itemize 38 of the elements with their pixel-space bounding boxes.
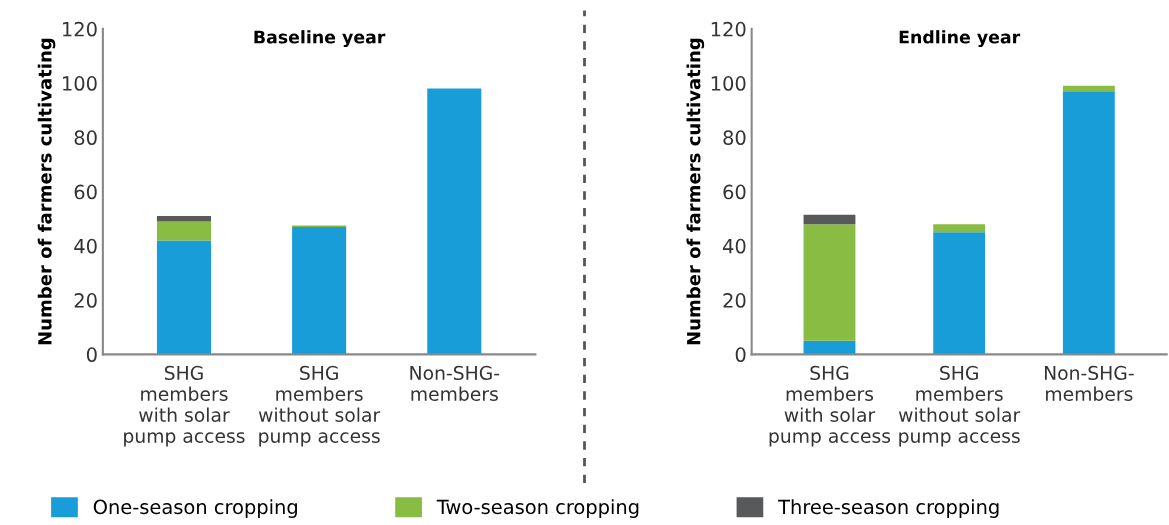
y-tick-label: 0 <box>86 347 97 363</box>
y-axis-title: Number of farmers cultivating <box>686 38 705 345</box>
x-tick-label: SHG members without solar pump access <box>258 365 381 447</box>
y-tick-label: 80 <box>723 130 746 146</box>
y-tick-label: 0 <box>735 347 746 363</box>
y-tick-label: 20 <box>723 293 746 308</box>
bar <box>156 221 211 241</box>
chart-title: Baseline year <box>254 30 386 48</box>
y-tick-label: 120 <box>711 21 746 37</box>
bar <box>156 240 211 355</box>
x-tick-label: SHG members with solar pump access <box>769 365 891 447</box>
bar <box>156 216 211 222</box>
bar <box>933 232 986 355</box>
y-tick-label: 100 <box>63 76 97 91</box>
bar <box>1062 85 1115 92</box>
y-tick-label: 80 <box>74 130 97 146</box>
bar <box>427 88 482 355</box>
y-tick-label: 20 <box>74 293 97 308</box>
y-tick-label: 40 <box>74 238 97 254</box>
legend-label: Two-season cropping <box>436 499 639 518</box>
bar <box>1062 91 1115 355</box>
bar <box>803 224 856 341</box>
y-tick-label: 120 <box>63 21 97 37</box>
y-tick-label: 100 <box>711 76 746 91</box>
bar <box>292 226 347 355</box>
bar <box>933 224 986 233</box>
legend-label: Three-season cropping <box>778 499 999 518</box>
y-tick-label: 60 <box>723 184 746 200</box>
x-tick-label: Non-SHG- members <box>1044 365 1134 401</box>
y-tick-label: 40 <box>723 238 746 254</box>
legend-label: One-season cropping <box>93 499 297 518</box>
y-tick-label: 60 <box>74 184 97 200</box>
x-tick-label: SHG members without solar pump access <box>898 365 1021 447</box>
y-axis-title: Number of farmers cultivating <box>37 38 56 345</box>
x-tick-label: Non-SHG- members <box>410 365 500 401</box>
bar <box>803 214 856 225</box>
chart-title: Endline year <box>899 30 1021 48</box>
x-tick-label: SHG members with solar pump access <box>124 365 245 447</box>
